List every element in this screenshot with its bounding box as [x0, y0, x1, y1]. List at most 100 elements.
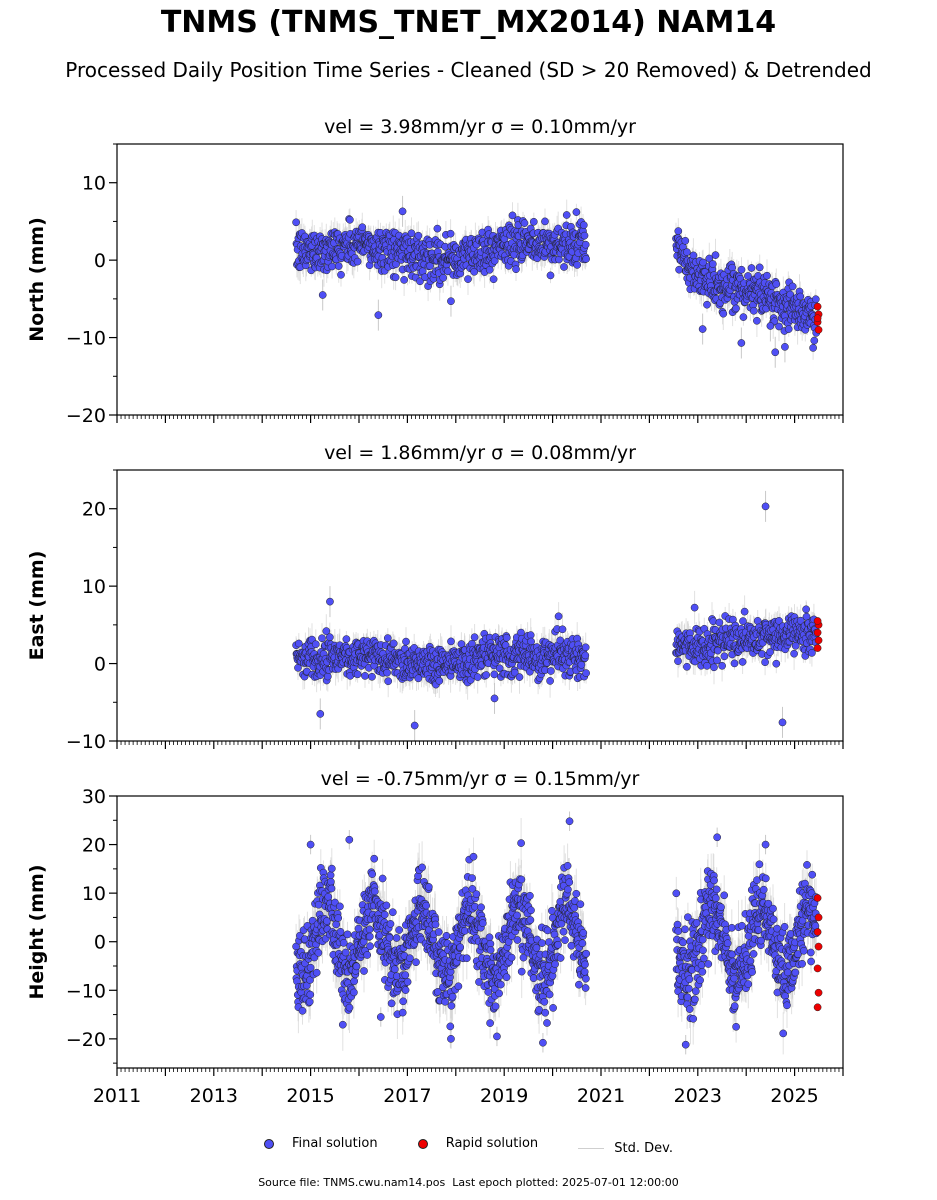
- final-solution-point: [325, 633, 334, 642]
- final-solution-point: [790, 649, 798, 658]
- final-solution-point: [334, 262, 343, 270]
- final-solution-point: [547, 667, 555, 675]
- final-solution-point: [556, 636, 565, 645]
- figure-subtitle: Processed Daily Position Time Series - C…: [65, 58, 872, 82]
- final-solution-point: [775, 617, 783, 625]
- final-solution-point: [674, 227, 683, 235]
- final-solution-point: [720, 652, 729, 661]
- final-solution-point: [579, 221, 588, 229]
- final-solution-point: [358, 223, 367, 232]
- final-solution-point: [318, 634, 326, 643]
- final-solution-point: [546, 677, 554, 685]
- final-solution-point: [709, 617, 718, 626]
- final-solution-point: [383, 668, 391, 677]
- final-solution-point: [520, 219, 529, 227]
- final-solution-point: [389, 639, 398, 648]
- final-solution-point: [715, 618, 724, 627]
- east-panel: vel = 1.86mm/yr σ = 0.08mm/yr East (mm) −1…: [26, 442, 844, 753]
- final-solution-point: [490, 670, 499, 679]
- final-solution-point: [788, 282, 797, 291]
- final-solution-point: [809, 344, 817, 352]
- final-solution-point: [562, 211, 571, 219]
- figure-title: TNMS (TNMS_TNET_MX2014) NAM14: [160, 5, 777, 40]
- final-solution-point: [353, 257, 362, 266]
- final-solution-point: [384, 677, 393, 686]
- final-solution-point: [529, 217, 538, 226]
- y-tick-label: 10: [82, 173, 106, 195]
- final-solution-point: [755, 263, 764, 272]
- final-solution-point: [572, 208, 581, 216]
- final-solution-point: [784, 325, 793, 333]
- final-solution-point: [464, 275, 472, 283]
- final-solution-point: [318, 291, 327, 299]
- final-solution-point: [368, 672, 376, 681]
- final-solution-point: [808, 649, 816, 657]
- rapid-solution-point: [813, 617, 822, 625]
- final-solution-point: [490, 256, 499, 265]
- rapid-solution-points: [813, 617, 823, 652]
- final-solution-point: [546, 271, 555, 280]
- final-solution-point: [739, 617, 747, 625]
- final-solution-point: [766, 322, 775, 330]
- final-solution-point: [713, 656, 721, 665]
- data-marks: [292, 811, 823, 1055]
- final-solution-point: [410, 721, 419, 730]
- final-solution-point: [761, 502, 770, 511]
- final-solution-point: [582, 255, 590, 263]
- final-solution-point: [711, 251, 720, 259]
- final-solution-point: [402, 637, 410, 646]
- final-solution-point: [316, 710, 325, 718]
- final-solution-point: [772, 280, 781, 288]
- final-solution-point: [683, 248, 691, 256]
- final-solution-point: [414, 231, 423, 240]
- final-solution-point: [775, 322, 783, 331]
- final-solution-point: [740, 607, 749, 616]
- final-solution-point: [470, 633, 479, 642]
- final-solution-point: [554, 612, 563, 621]
- final-solution-point: [581, 240, 590, 249]
- final-solution-point: [473, 673, 482, 681]
- final-solution-point: [737, 339, 746, 347]
- final-solution-point: [705, 254, 714, 263]
- final-solution-point: [580, 231, 589, 240]
- final-solution-point: [495, 664, 504, 673]
- final-solution-point: [482, 671, 491, 679]
- rapid-solution-points: [813, 302, 823, 334]
- final-solution-point: [781, 343, 789, 351]
- final-solution-point: [690, 603, 699, 612]
- final-solution-point: [558, 625, 567, 634]
- final-solution-point: [489, 275, 498, 284]
- final-solution-point: [681, 236, 690, 245]
- panel-title: vel = 1.86mm/yr σ = 0.08mm/yr: [324, 442, 636, 464]
- final-solution-point: [560, 263, 568, 271]
- final-solution-point: [515, 673, 524, 681]
- final-solution-point: [391, 273, 400, 282]
- final-solution-point: [778, 718, 787, 727]
- data-marks: [292, 195, 823, 368]
- final-solution-point: [470, 267, 479, 276]
- final-solution-point: [407, 229, 416, 238]
- plot-frame: [116, 469, 844, 742]
- final-solution-point: [719, 309, 728, 318]
- y-tick-label: −10: [66, 328, 106, 350]
- final-solution-point: [739, 313, 748, 321]
- final-solution-point: [433, 224, 442, 233]
- final-solution-point: [738, 658, 747, 666]
- final-solution-point: [573, 261, 582, 269]
- final-solution-point: [416, 277, 424, 286]
- final-solution-point: [581, 651, 590, 660]
- rapid-solution-point: [814, 325, 823, 334]
- final-solution-point: [796, 292, 805, 301]
- final-solution-points: [292, 207, 821, 357]
- final-solution-points: [292, 502, 821, 730]
- final-solution-point: [447, 297, 455, 306]
- final-solution-point: [527, 637, 535, 646]
- final-solution-point: [526, 631, 535, 639]
- y-tick-label: 0: [94, 654, 106, 676]
- final-solution-point: [737, 265, 746, 274]
- final-solution-point: [772, 659, 781, 668]
- final-solution-point: [699, 258, 707, 267]
